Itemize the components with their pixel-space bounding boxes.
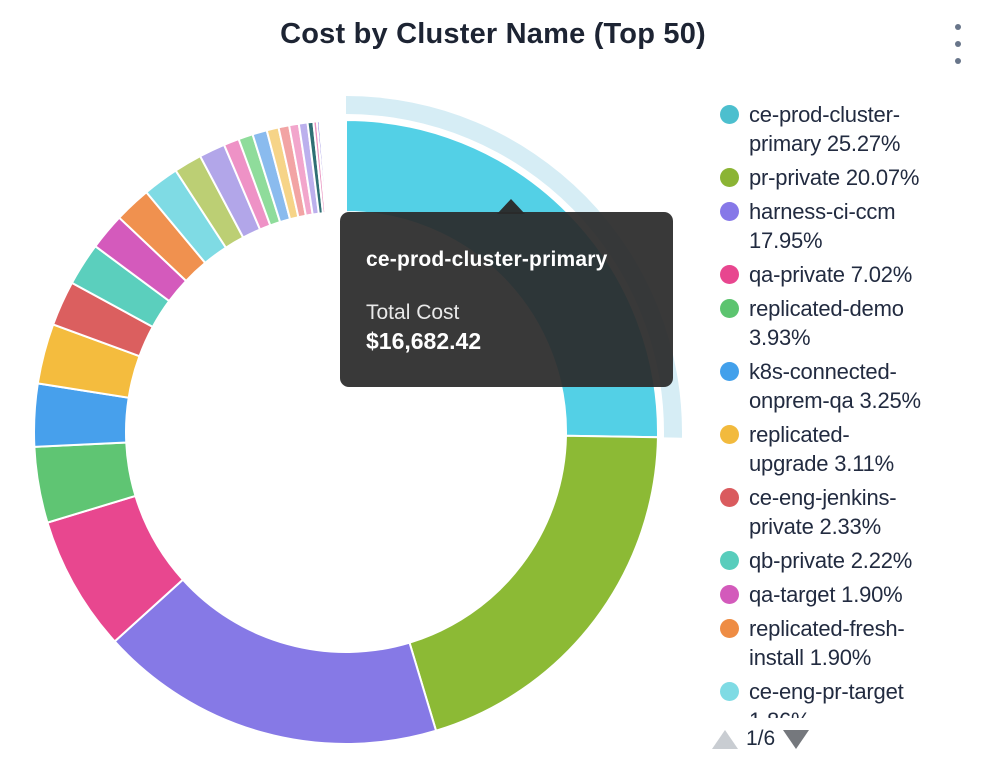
legend-label: replicated-fresh-install 1.90%	[749, 616, 905, 670]
kebab-dot	[955, 58, 961, 64]
legend-item[interactable]: pr-private 20.07%	[720, 163, 935, 192]
tooltip-metric-value: $16,682.42	[366, 328, 482, 354]
legend-label: ce-eng-pr-target 1.86%	[749, 679, 904, 718]
page-title: Cost by Cluster Name (Top 50)	[280, 18, 706, 50]
legend-label: qb-private 2.22%	[749, 548, 913, 573]
legend-label: ce-prod-cluster-primary 25.27%	[749, 102, 901, 156]
legend-item[interactable]: replicated-fresh-install 1.90%	[720, 614, 935, 672]
legend-item[interactable]: harness-ci-ccm 17.95%	[720, 197, 935, 255]
kebab-dot	[955, 24, 961, 30]
legend-swatch	[720, 551, 739, 570]
legend-swatch	[720, 265, 739, 284]
chart-legend: ce-prod-cluster-primary 25.27% pr-private…	[720, 100, 935, 718]
legend-swatch	[720, 619, 739, 638]
legend-swatch	[720, 168, 739, 187]
legend-item[interactable]: replicated-upgrade 3.11%	[720, 420, 935, 478]
legend-swatch	[720, 585, 739, 604]
legend-swatch	[720, 299, 739, 318]
legend-item[interactable]: qb-private 2.22%	[720, 546, 935, 575]
legend-label: k8s-connected-onprem-qa 3.25%	[749, 359, 921, 413]
legend-page-indicator: 1/6	[746, 727, 776, 750]
legend-item[interactable]: qa-target 1.90%	[720, 580, 935, 609]
donut-segment-pr-private[interactable]	[408, 434, 659, 732]
kebab-menu-icon[interactable]	[946, 22, 970, 66]
legend-item[interactable]: ce-prod-cluster-primary 25.27%	[720, 100, 935, 158]
legend-label: harness-ci-ccm 17.95%	[749, 199, 896, 253]
legend-item[interactable]: qa-private 7.02%	[720, 260, 935, 289]
legend-label: ce-eng-jenkins-private 2.33%	[749, 485, 897, 539]
legend-swatch	[720, 362, 739, 381]
legend-label: qa-target 1.90%	[749, 582, 903, 607]
tooltip-metric-label: Total Cost	[366, 301, 460, 324]
legend-page-up-icon[interactable]	[712, 729, 738, 749]
legend-swatch	[720, 202, 739, 221]
legend-item[interactable]: ce-eng-jenkins-private 2.33%	[720, 483, 935, 541]
legend-swatch	[720, 425, 739, 444]
legend-pagination: 1/6	[712, 727, 810, 751]
donut-segment[interactable]	[327, 119, 336, 214]
legend-label: qa-private 7.02%	[749, 262, 913, 287]
legend-label: replicated-demo 3.93%	[749, 296, 904, 350]
legend-item[interactable]: ce-eng-pr-target 1.86%	[720, 677, 935, 718]
chart-tooltip: ce-prod-cluster-primary Total Cost $16,6…	[340, 199, 673, 387]
legend-page-down-icon[interactable]	[783, 729, 810, 749]
tooltip-cluster-name: ce-prod-cluster-primary	[366, 248, 608, 271]
legend-label: pr-private 20.07%	[749, 165, 920, 190]
legend-item[interactable]: k8s-connected-onprem-qa 3.25%	[720, 357, 935, 415]
tooltip-arrow-icon	[497, 199, 525, 214]
kebab-dot	[955, 41, 961, 47]
legend-swatch	[720, 488, 739, 507]
legend-item[interactable]: replicated-demo 3.93%	[720, 294, 935, 352]
legend-label: replicated-upgrade 3.11%	[749, 422, 894, 476]
legend-swatch	[720, 105, 739, 124]
donut-segment-harness-ci-ccm[interactable]	[113, 578, 438, 745]
legend-swatch	[720, 682, 739, 701]
